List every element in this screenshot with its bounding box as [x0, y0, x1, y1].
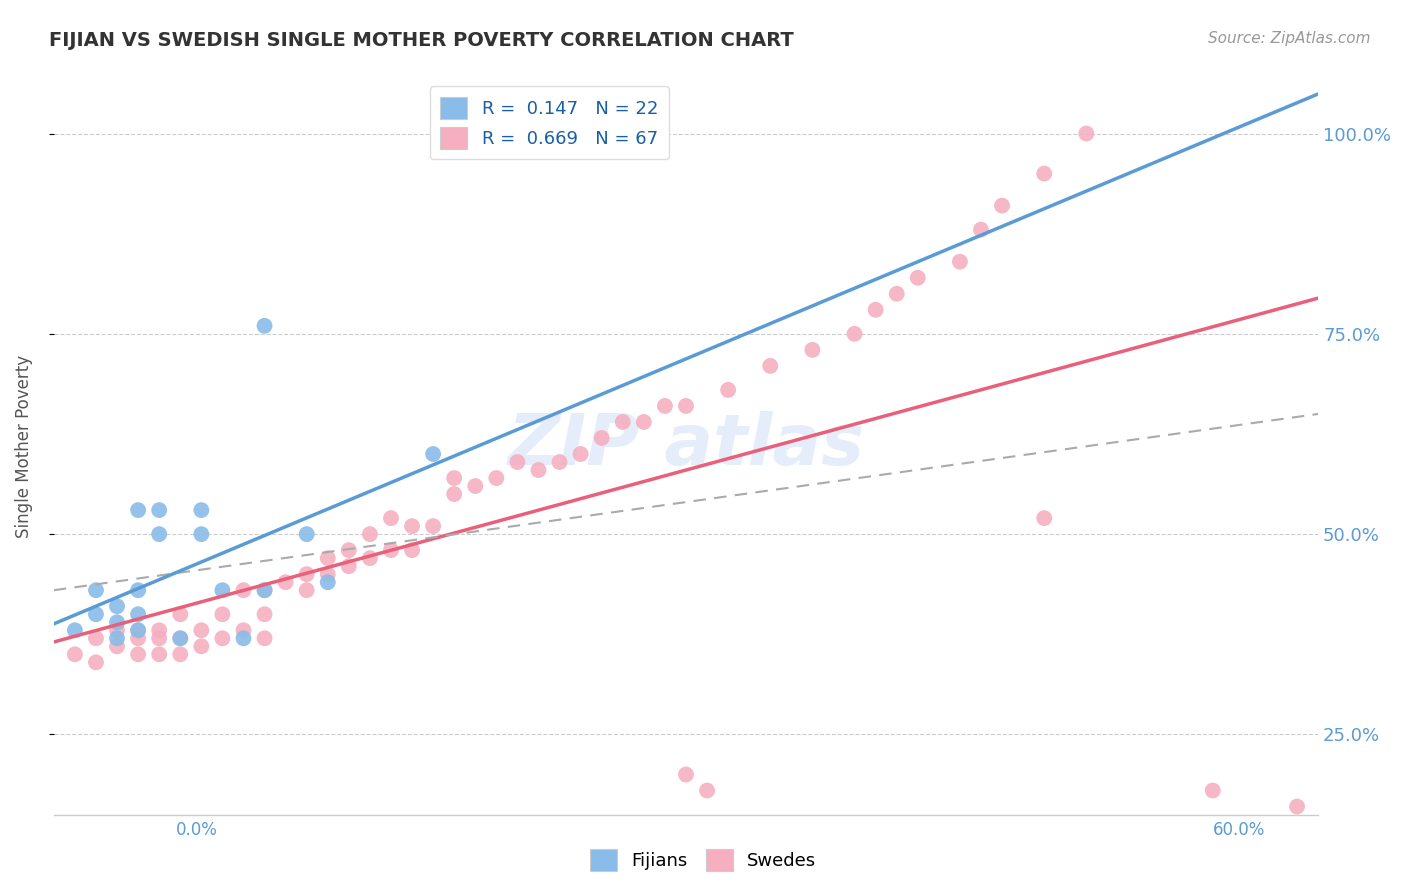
Point: [253, 632, 276, 646]
Point: [127, 503, 149, 517]
Point: [105, 640, 128, 654]
Point: [274, 575, 297, 590]
Point: [464, 479, 486, 493]
Point: [253, 583, 276, 598]
Point: [148, 527, 170, 541]
Point: [569, 447, 592, 461]
Point: [801, 343, 824, 357]
Point: [232, 583, 254, 598]
Point: [84, 656, 107, 670]
Point: [337, 559, 360, 574]
Text: FIJIAN VS SWEDISH SINGLE MOTHER POVERTY CORRELATION CHART: FIJIAN VS SWEDISH SINGLE MOTHER POVERTY …: [49, 31, 794, 50]
Point: [253, 583, 276, 598]
Point: [316, 551, 339, 566]
Point: [633, 415, 655, 429]
Point: [211, 607, 233, 622]
Point: [1076, 127, 1098, 141]
Point: [295, 527, 318, 541]
Point: [548, 455, 571, 469]
Point: [991, 199, 1014, 213]
Point: [211, 583, 233, 598]
Point: [253, 318, 276, 333]
Point: [105, 624, 128, 638]
Point: [359, 527, 381, 541]
Point: [84, 583, 107, 598]
Point: [148, 624, 170, 638]
Point: [63, 624, 86, 638]
Point: [1033, 167, 1056, 181]
Point: [443, 471, 465, 485]
Point: [422, 519, 444, 533]
Point: [422, 447, 444, 461]
Point: [211, 632, 233, 646]
Point: [865, 302, 887, 317]
Y-axis label: Single Mother Poverty: Single Mother Poverty: [15, 354, 32, 538]
Point: [105, 615, 128, 630]
Point: [612, 415, 634, 429]
Point: [949, 254, 972, 268]
Text: 60.0%: 60.0%: [1213, 821, 1265, 838]
Point: [127, 624, 149, 638]
Point: [654, 399, 676, 413]
Point: [380, 511, 402, 525]
Point: [169, 632, 191, 646]
Point: [380, 543, 402, 558]
Point: [485, 471, 508, 485]
Legend: Fijians, Swedes: Fijians, Swedes: [582, 842, 824, 879]
Point: [232, 624, 254, 638]
Point: [169, 632, 191, 646]
Point: [591, 431, 613, 445]
Point: [105, 632, 128, 646]
Point: [105, 599, 128, 614]
Point: [759, 359, 782, 373]
Point: [717, 383, 740, 397]
Point: [148, 648, 170, 662]
Point: [190, 624, 212, 638]
Point: [970, 222, 993, 236]
Point: [190, 527, 212, 541]
Point: [506, 455, 529, 469]
Point: [295, 567, 318, 582]
Point: [527, 463, 550, 477]
Point: [675, 767, 697, 781]
Point: [127, 583, 149, 598]
Point: [127, 624, 149, 638]
Point: [907, 270, 929, 285]
Point: [1033, 511, 1056, 525]
Legend: R =  0.147   N = 22, R =  0.669   N = 67: R = 0.147 N = 22, R = 0.669 N = 67: [429, 87, 669, 160]
Text: ZIP atlas: ZIP atlas: [508, 411, 865, 481]
Point: [84, 632, 107, 646]
Point: [63, 648, 86, 662]
Point: [401, 519, 423, 533]
Point: [1202, 783, 1225, 797]
Point: [169, 648, 191, 662]
Point: [295, 583, 318, 598]
Point: [148, 503, 170, 517]
Point: [232, 632, 254, 646]
Point: [84, 607, 107, 622]
Point: [886, 286, 908, 301]
Point: [253, 607, 276, 622]
Text: 0.0%: 0.0%: [176, 821, 218, 838]
Point: [443, 487, 465, 501]
Point: [169, 607, 191, 622]
Point: [190, 640, 212, 654]
Point: [127, 632, 149, 646]
Point: [1286, 799, 1309, 814]
Point: [190, 503, 212, 517]
Point: [316, 567, 339, 582]
Point: [696, 783, 718, 797]
Point: [401, 543, 423, 558]
Point: [359, 551, 381, 566]
Point: [316, 575, 339, 590]
Point: [127, 648, 149, 662]
Point: [844, 326, 866, 341]
Point: [675, 399, 697, 413]
Point: [337, 543, 360, 558]
Point: [148, 632, 170, 646]
Text: Source: ZipAtlas.com: Source: ZipAtlas.com: [1208, 31, 1371, 46]
Point: [127, 607, 149, 622]
